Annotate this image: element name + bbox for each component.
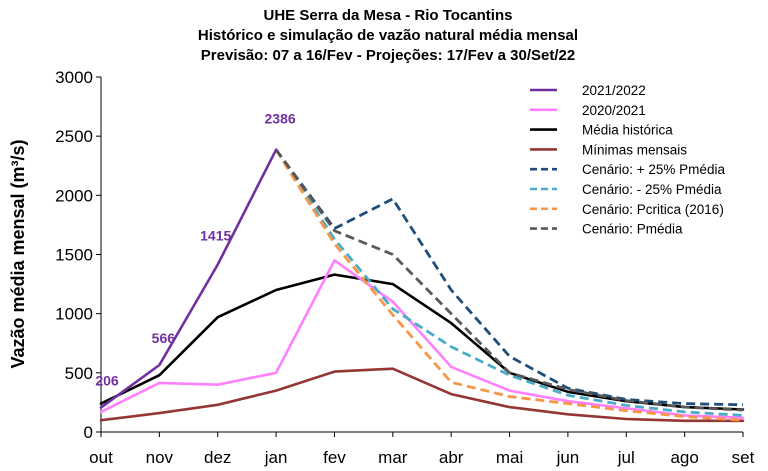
- series-line-5: [274, 148, 744, 417]
- legend-entry: Cenário: Pmédia: [582, 222, 683, 237]
- legend-entry: 2020/2021: [582, 103, 646, 118]
- series-line-3: [99, 367, 745, 423]
- series-line-6: [274, 148, 744, 422]
- y-axis-label: Vazão média mensal (m³/s): [8, 139, 28, 368]
- legend-entry: Cenário: Pcritica (2016): [582, 202, 724, 217]
- chart-title-line-1: UHE Serra da Mesa - Rio Tocantins: [264, 7, 513, 24]
- y-tick-label: 500: [65, 364, 93, 383]
- legend-entry: Média histórica: [582, 123, 673, 138]
- x-tick-label: mai: [496, 448, 523, 467]
- series-line-4: [274, 148, 744, 407]
- x-tick-label: jun: [556, 448, 580, 467]
- legend-entry: Cenário: + 25% Pmédia: [582, 162, 725, 177]
- x-tick-label: ago: [670, 448, 698, 467]
- x-tick-label: set: [732, 448, 755, 467]
- y-tick-label: 2000: [55, 186, 93, 205]
- x-tick-label: jan: [264, 448, 288, 467]
- series-line-2: [99, 273, 745, 411]
- x-tick-label: jul: [617, 448, 635, 467]
- legend: 2021/2022 2020/2021 Média histórica Mínimas…: [530, 83, 725, 237]
- data-labels: 206 566 1415 2386: [95, 111, 296, 389]
- data-label: 566: [152, 330, 176, 346]
- data-label: 206: [95, 373, 119, 389]
- x-tick-label: abr: [439, 448, 464, 467]
- y-tick-label: 3000: [55, 68, 93, 87]
- series-line-0: [99, 148, 278, 409]
- chart-title-line-3: Previsão: 07 a 16/Fev - Projeções: 17/Fe…: [201, 47, 575, 64]
- y-tick-label: 1000: [55, 305, 93, 324]
- chart-title-line-2: Histórico e simulação de vazão natural m…: [198, 27, 578, 44]
- x-tick-label: dez: [204, 448, 231, 467]
- chart-title: UHE Serra da Mesa - Rio Tocantins Histór…: [198, 7, 578, 64]
- y-tick-label: 1500: [55, 246, 93, 265]
- x-tick-label: out: [89, 448, 113, 467]
- y-tick-label: 2500: [55, 127, 93, 146]
- axes: 0 500 1000 1500 2000 2500 3000 out nov dez jan fev m…: [55, 68, 754, 467]
- series-line-1: [99, 259, 745, 420]
- series-line-7: [274, 148, 744, 412]
- legend-entry: Mínimas mensais: [582, 142, 687, 157]
- legend-entry: Cenário: - 25% Pmédia: [582, 182, 722, 197]
- legend-entry: 2021/2022: [582, 83, 646, 98]
- x-tick-label: nov: [146, 448, 174, 467]
- y-tick-label: 0: [84, 423, 93, 442]
- x-tick-label: fev: [323, 448, 346, 467]
- data-label: 2386: [265, 111, 296, 127]
- x-tick-label: mar: [378, 448, 408, 467]
- series-layer: [99, 148, 745, 423]
- data-label: 1415: [200, 228, 231, 244]
